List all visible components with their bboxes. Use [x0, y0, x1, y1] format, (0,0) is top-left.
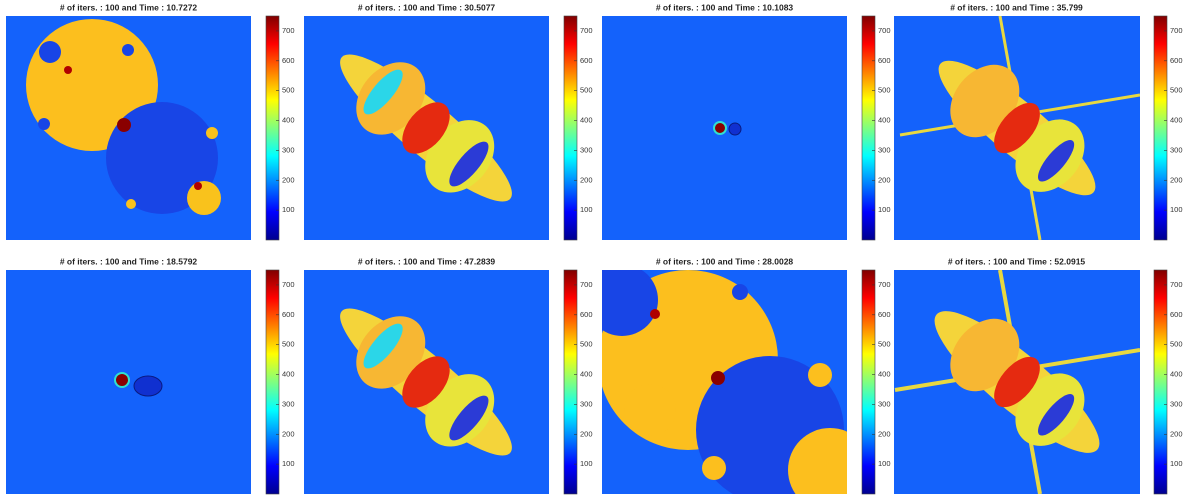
colorbar	[861, 15, 876, 241]
colorbar-tick-label: 500	[1170, 86, 1183, 95]
colorbar-tick-label: 200	[580, 429, 593, 438]
colorbar-tick-label: 500	[878, 340, 891, 349]
colorbar-tick-label: 500	[580, 86, 593, 95]
colorbar	[861, 269, 876, 495]
colorbar-tick-label: 500	[878, 86, 891, 95]
colorbar-tick-label: 300	[1170, 145, 1183, 154]
colorbar	[265, 269, 280, 495]
colorbar-tick-label: 100	[1170, 459, 1183, 468]
colorbar-tick-label: 100	[580, 459, 593, 468]
colorbar-tick-label: 600	[1170, 56, 1183, 65]
colorbar-tick-label: 700	[282, 26, 295, 35]
colorbar-tick-label: 100	[878, 459, 891, 468]
colorbar-tick-label: 700	[1170, 26, 1183, 35]
colorbar-tick-label: 300	[1170, 399, 1183, 408]
colorbar-tick-label: 700	[878, 280, 891, 289]
colorbar-tick-label: 600	[878, 310, 891, 319]
colorbar-tick-label: 600	[580, 56, 593, 65]
colorbar-tick-label: 600	[878, 56, 891, 65]
panel-title: # of iters. : 100 and Time : 35.799	[950, 2, 1083, 12]
colorbar-tick-label: 100	[580, 205, 593, 214]
colorbar-tick-label: 600	[282, 310, 295, 319]
panel-title: # of iters. : 100 and Time : 28.0028	[656, 256, 794, 266]
colorbar-tick-label: 200	[1170, 429, 1183, 438]
panel-title: # of iters. : 100 and Time : 52.0915	[948, 256, 1086, 266]
colorbar-tick-label: 100	[282, 459, 295, 468]
colorbar-tick-label: 700	[878, 26, 891, 35]
colorbar-tick-label: 200	[580, 175, 593, 184]
colorbar-tick-label: 100	[878, 205, 891, 214]
fractal-image	[602, 16, 847, 240]
colorbar-tick-label: 300	[878, 145, 891, 154]
colorbar-tick-label: 300	[282, 145, 295, 154]
colorbar-tick-label: 700	[580, 280, 593, 289]
colorbar	[563, 269, 578, 495]
colorbar-tick-label: 100	[1170, 205, 1183, 214]
colorbar-tick-label: 600	[282, 56, 295, 65]
colorbar-tick-label: 400	[878, 116, 891, 125]
colorbar	[1153, 269, 1168, 495]
fractal-image	[6, 16, 251, 240]
colorbar-tick-label: 400	[878, 370, 891, 379]
fractal-image	[304, 270, 549, 494]
fractal-image	[894, 270, 1140, 494]
panel-title: # of iters. : 100 and Time : 30.5077	[358, 2, 496, 12]
colorbar-tick-label: 400	[282, 370, 295, 379]
colorbar-tick-label: 400	[1170, 116, 1183, 125]
fractal-image	[894, 16, 1140, 240]
colorbar-tick-label: 600	[580, 310, 593, 319]
panel-title: # of iters. : 100 and Time : 18.5792	[60, 256, 198, 266]
colorbar-tick-label: 400	[282, 116, 295, 125]
colorbar-tick-label: 200	[878, 175, 891, 184]
colorbar-tick-label: 500	[282, 340, 295, 349]
colorbar	[1153, 15, 1168, 241]
panel-title: # of iters. : 100 and Time : 47.2839	[358, 256, 496, 266]
colorbar-tick-label: 400	[580, 116, 593, 125]
colorbar-tick-label: 300	[878, 399, 891, 408]
colorbar	[563, 15, 578, 241]
colorbar-tick-label: 600	[1170, 310, 1183, 319]
colorbar-tick-label: 700	[282, 280, 295, 289]
colorbar-tick-label: 400	[580, 370, 593, 379]
colorbar-tick-label: 200	[878, 429, 891, 438]
colorbar-tick-label: 500	[580, 340, 593, 349]
colorbar-tick-label: 200	[1170, 175, 1183, 184]
colorbar-tick-label: 700	[1170, 280, 1183, 289]
panel-title: # of iters. : 100 and Time : 10.1083	[656, 2, 794, 12]
panel-title: # of iters. : 100 and Time : 10.7272	[60, 2, 198, 12]
colorbar-tick-label: 200	[282, 175, 295, 184]
colorbar-tick-label: 300	[580, 145, 593, 154]
colorbar-tick-label: 300	[282, 399, 295, 408]
fractal-image	[304, 16, 549, 240]
colorbar-tick-label: 200	[282, 429, 295, 438]
colorbar-tick-label: 100	[282, 205, 295, 214]
colorbar	[265, 15, 280, 241]
colorbar-tick-label: 300	[580, 399, 593, 408]
colorbar-tick-label: 400	[1170, 370, 1183, 379]
colorbar-tick-label: 500	[282, 86, 295, 95]
colorbar-tick-label: 700	[580, 26, 593, 35]
fractal-image	[6, 270, 251, 494]
fractal-image	[602, 270, 847, 494]
colorbar-tick-label: 500	[1170, 340, 1183, 349]
